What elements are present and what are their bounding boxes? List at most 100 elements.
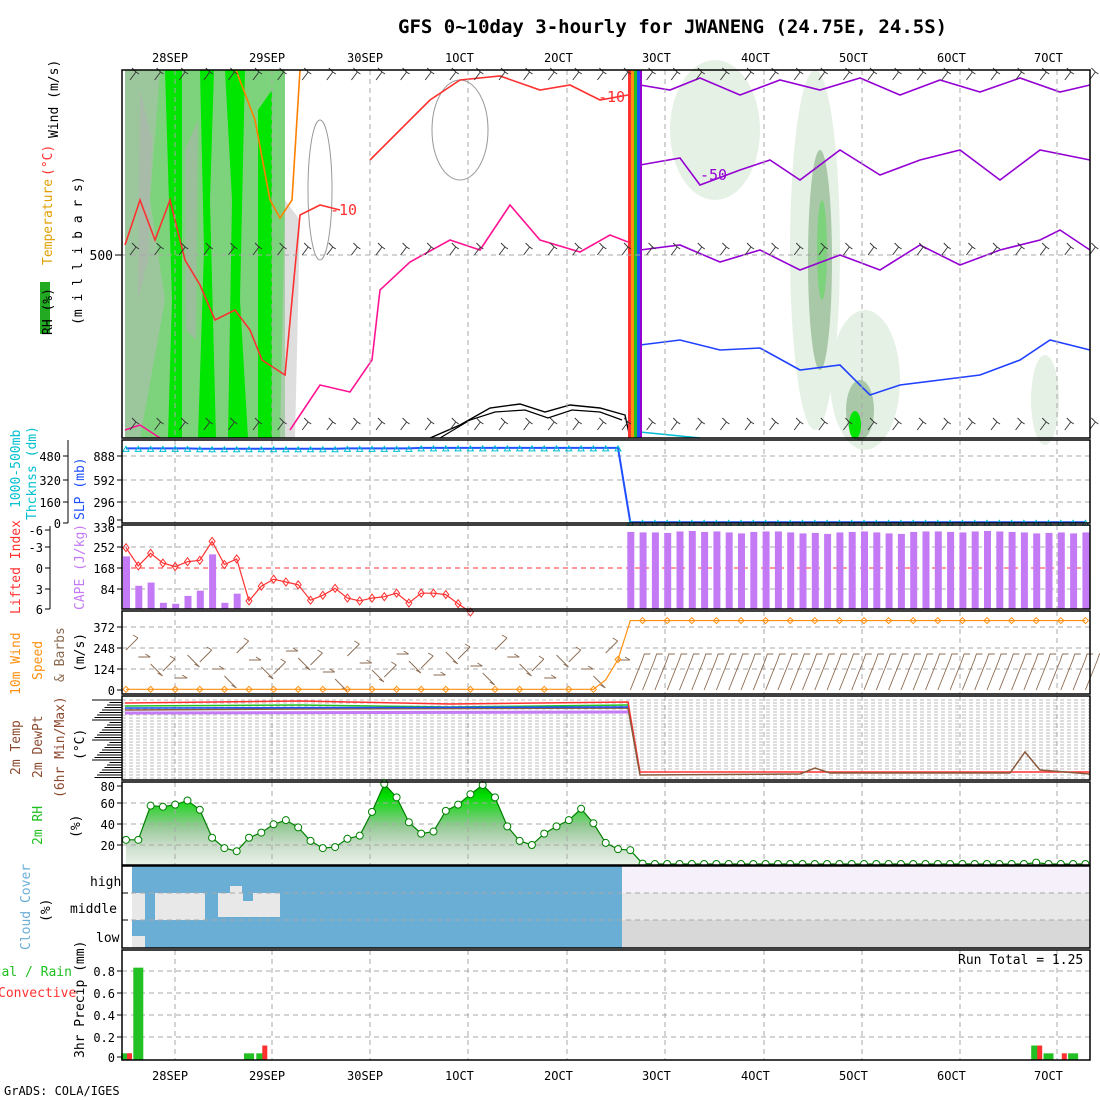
rh-point xyxy=(245,833,253,842)
cape-bar xyxy=(811,532,819,609)
tick-label: 0 xyxy=(108,514,115,528)
wind-marker xyxy=(122,685,130,694)
wind-marker xyxy=(786,616,794,625)
date-label: 1OCT xyxy=(445,51,474,65)
wind-marker xyxy=(884,616,893,625)
rh-point xyxy=(220,844,229,853)
wind-barb xyxy=(572,417,583,431)
thickness-marker xyxy=(478,444,487,452)
wind-barb xyxy=(129,242,140,256)
thickness-marker xyxy=(614,444,622,452)
thickness-marker xyxy=(368,445,376,452)
tick-label: 0.8 xyxy=(93,965,115,979)
wind-marker xyxy=(860,616,868,625)
wind-barbs-upper xyxy=(129,67,1099,431)
li-marker xyxy=(442,589,450,600)
wind-barb xyxy=(433,671,446,676)
temperature-label: Temperature xyxy=(41,179,56,265)
wind-barb xyxy=(986,653,1007,691)
tick-label: 0 xyxy=(54,517,61,531)
wind-barb xyxy=(695,417,706,431)
thickness-marker xyxy=(171,445,180,452)
wind-marker xyxy=(737,616,745,625)
wind-marker xyxy=(343,685,352,694)
wind-barb xyxy=(654,653,675,691)
li-marker xyxy=(208,536,216,547)
cape-bar xyxy=(873,532,881,609)
wind-barb xyxy=(498,242,509,256)
wind-barb xyxy=(523,242,533,256)
tick-label: 372 xyxy=(93,621,115,635)
slp-label: SLP (mb) xyxy=(73,457,88,520)
wind-barb xyxy=(371,669,385,683)
tick-label: 0.4 xyxy=(93,1009,115,1023)
wind-marker xyxy=(589,685,598,694)
wind-marker xyxy=(245,685,253,694)
wind-barb xyxy=(888,653,909,691)
cape-bar xyxy=(1057,532,1065,609)
wind-marker xyxy=(1007,616,1016,625)
li-marker xyxy=(220,559,229,570)
cape-bar xyxy=(861,531,868,609)
wind-barbs-label: & Barbs xyxy=(53,627,68,682)
wind-barb xyxy=(715,653,737,691)
cape-bars xyxy=(123,530,1090,609)
temp-label: 2m Temp xyxy=(9,720,24,775)
wind-barb xyxy=(642,653,663,691)
wind-speed-line xyxy=(126,619,1086,690)
tick-label: 40 xyxy=(101,818,115,832)
wind-barb xyxy=(470,662,483,667)
date-label: 29SEP xyxy=(249,51,285,65)
wind-barb xyxy=(203,417,214,431)
wind-barb xyxy=(199,646,213,663)
tick-label: 84 xyxy=(101,583,115,597)
wind-barb xyxy=(408,660,422,674)
rh-point xyxy=(392,793,401,802)
li-marker xyxy=(429,588,438,599)
thickness-marker xyxy=(183,445,192,452)
li-marker xyxy=(306,595,315,606)
li-marker xyxy=(171,561,179,572)
wind-barb xyxy=(949,653,971,691)
wind-marker xyxy=(761,616,770,625)
rh-point xyxy=(195,805,204,814)
tick-label: 60 xyxy=(101,797,115,811)
wind-marker xyxy=(269,685,278,694)
wind-barb xyxy=(396,650,409,655)
wind-marker xyxy=(712,616,721,625)
cape-bar xyxy=(159,602,167,609)
temperature-panel: 2m Temp 2m DewPt (6hr Min/Max) (°C) xyxy=(9,695,1091,798)
cape-bar xyxy=(713,531,721,609)
wind-barb xyxy=(646,242,656,256)
rh-panel: 80 60 40 20 2m RH (%) xyxy=(31,779,1091,868)
wind-barb xyxy=(1035,653,1057,691)
thickness-marker xyxy=(245,445,253,453)
cape-bar xyxy=(787,532,795,609)
wind-barb xyxy=(178,417,189,431)
wind-barb xyxy=(519,663,532,677)
wind-barb xyxy=(228,242,238,256)
wind-barb xyxy=(703,653,725,691)
rh-point xyxy=(614,845,622,854)
date-label: 2OCT xyxy=(544,1069,573,1083)
tick-label: 124 xyxy=(93,663,115,677)
wind-barb xyxy=(1084,653,1100,691)
wind-barb xyxy=(1089,67,1099,81)
wind-barb xyxy=(863,653,884,691)
wind-barb xyxy=(597,417,607,431)
wind-marker xyxy=(171,685,179,694)
li-marker xyxy=(392,588,401,599)
wind-barb xyxy=(162,655,176,672)
wind-barb xyxy=(867,242,878,256)
thickness-marker xyxy=(380,445,389,452)
cape-bar xyxy=(676,531,684,609)
precip-total-bar xyxy=(133,967,144,1060)
wind-barb xyxy=(670,417,681,431)
thickness-unit: Thcknss (dm) xyxy=(25,426,40,520)
thickness-marker xyxy=(294,445,303,453)
rh-point xyxy=(454,800,463,809)
wind-barb xyxy=(138,653,151,658)
precip-total-bar xyxy=(1031,1045,1042,1060)
precip-total-label: Total / Rain xyxy=(0,965,72,980)
cloud-panel: high middle low Cloud Cover (%) xyxy=(19,864,1091,950)
